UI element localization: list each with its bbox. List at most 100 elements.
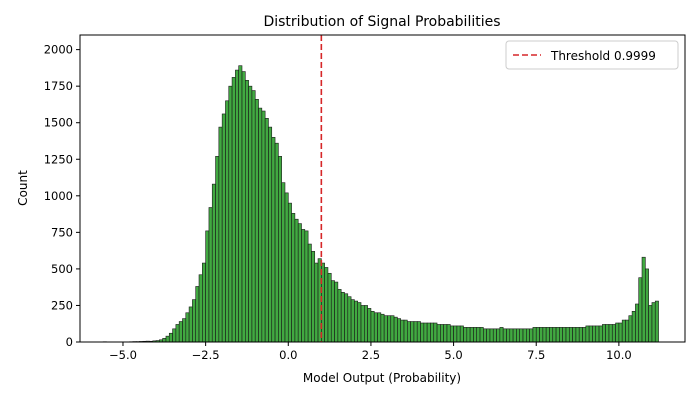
histogram-bar	[533, 327, 536, 342]
histogram-bar	[609, 324, 612, 342]
histogram-bar	[506, 329, 509, 342]
y-tick-label: 1000	[44, 189, 73, 203]
histogram-bar	[196, 286, 199, 342]
histogram-bar	[619, 323, 622, 342]
x-tick-label: 0.0	[279, 348, 297, 362]
histogram-bar	[182, 319, 185, 342]
histogram-bar	[483, 329, 486, 342]
histogram-bar	[549, 327, 552, 342]
histogram-bar	[586, 326, 589, 342]
histogram-bar	[530, 329, 533, 342]
histogram-bar	[503, 329, 506, 342]
histogram-bar	[516, 329, 519, 342]
y-tick-label: 500	[51, 262, 73, 276]
x-tick-label: 7.5	[527, 348, 545, 362]
histogram-bar	[444, 324, 447, 342]
histogram-bar	[427, 323, 430, 342]
histogram-bar	[255, 99, 258, 342]
histogram-bar	[569, 327, 572, 342]
histogram-bar	[328, 273, 331, 342]
chart-title: Distribution of Signal Probabilities	[263, 14, 500, 30]
histogram-bar	[292, 213, 295, 342]
histogram-bar	[288, 203, 291, 342]
histogram-bar	[457, 326, 460, 342]
histogram-bar	[424, 323, 427, 342]
histogram-bar	[625, 320, 628, 342]
y-tick-label: 250	[51, 298, 73, 312]
histogram-bar	[252, 91, 255, 342]
histogram-bar	[325, 267, 328, 342]
y-tick-label: 0	[66, 335, 73, 349]
histogram-bar	[589, 326, 592, 342]
histogram-bar	[536, 327, 539, 342]
histogram-bar	[556, 327, 559, 342]
histogram-bar	[368, 308, 371, 342]
histogram-bar	[467, 327, 470, 342]
histogram-bar	[430, 323, 433, 342]
y-tick-label: 1750	[44, 79, 73, 93]
y-tick-label: 750	[51, 225, 73, 239]
histogram-bar	[391, 316, 394, 342]
histogram-bar	[493, 329, 496, 342]
histogram-bar	[480, 327, 483, 342]
histogram-bar	[470, 327, 473, 342]
histogram-bar	[579, 327, 582, 342]
histogram-bar	[596, 326, 599, 342]
x-tick-label: −2.5	[192, 348, 220, 362]
histogram-bar	[404, 320, 407, 342]
histogram-bar	[477, 327, 480, 342]
histogram-bar	[394, 317, 397, 342]
x-tick-label: 5.0	[444, 348, 462, 362]
histogram-bar	[374, 313, 377, 342]
histogram-bar	[510, 329, 513, 342]
legend-threshold-label: Threshold 0.9999	[550, 49, 656, 63]
histogram-bar	[612, 324, 615, 342]
histogram-bar	[348, 297, 351, 342]
x-tick-label: 10.0	[606, 348, 632, 362]
histogram-bar	[513, 329, 516, 342]
histogram-bar	[311, 251, 314, 342]
histogram-bar	[331, 281, 334, 342]
histogram-bar	[378, 313, 381, 342]
histogram-bar	[543, 327, 546, 342]
histogram-bar	[229, 86, 232, 342]
histogram-bar	[245, 80, 248, 342]
histogram-bar	[566, 327, 569, 342]
histogram-bar	[285, 193, 288, 342]
histogram-bar	[649, 305, 652, 342]
histogram-bar	[302, 229, 305, 342]
histogram-bar	[242, 72, 245, 342]
histogram-bar	[460, 326, 463, 342]
histogram-bar	[278, 156, 281, 342]
histogram-bar	[523, 329, 526, 342]
histogram-bar	[308, 244, 311, 342]
histogram-bar	[642, 257, 645, 342]
histogram-bar	[602, 324, 605, 342]
legend: Threshold 0.9999	[506, 41, 678, 69]
histogram-bar	[407, 322, 410, 342]
histogram-bar	[259, 108, 262, 342]
histogram-bar	[371, 311, 374, 342]
histogram-bar	[384, 316, 387, 342]
histogram-bar	[176, 324, 179, 342]
histogram-bar	[635, 304, 638, 342]
histogram-bar	[573, 327, 576, 342]
histogram-bar	[262, 111, 265, 342]
histogram-bar	[473, 327, 476, 342]
histogram-bar	[454, 326, 457, 342]
histogram-bar	[434, 323, 437, 342]
histogram-bar	[606, 324, 609, 342]
y-axis-label: Count	[16, 170, 30, 206]
histogram-bar	[179, 322, 182, 342]
histogram-bar	[520, 329, 523, 342]
histogram-bar	[354, 301, 357, 342]
histogram-bar	[199, 275, 202, 342]
histogram-bar	[166, 336, 169, 342]
histogram-bar	[361, 305, 364, 342]
x-tick-label: 2.5	[362, 348, 380, 362]
histogram-bar	[583, 327, 586, 342]
histogram-bar	[186, 313, 189, 342]
histogram-bar	[616, 323, 619, 342]
